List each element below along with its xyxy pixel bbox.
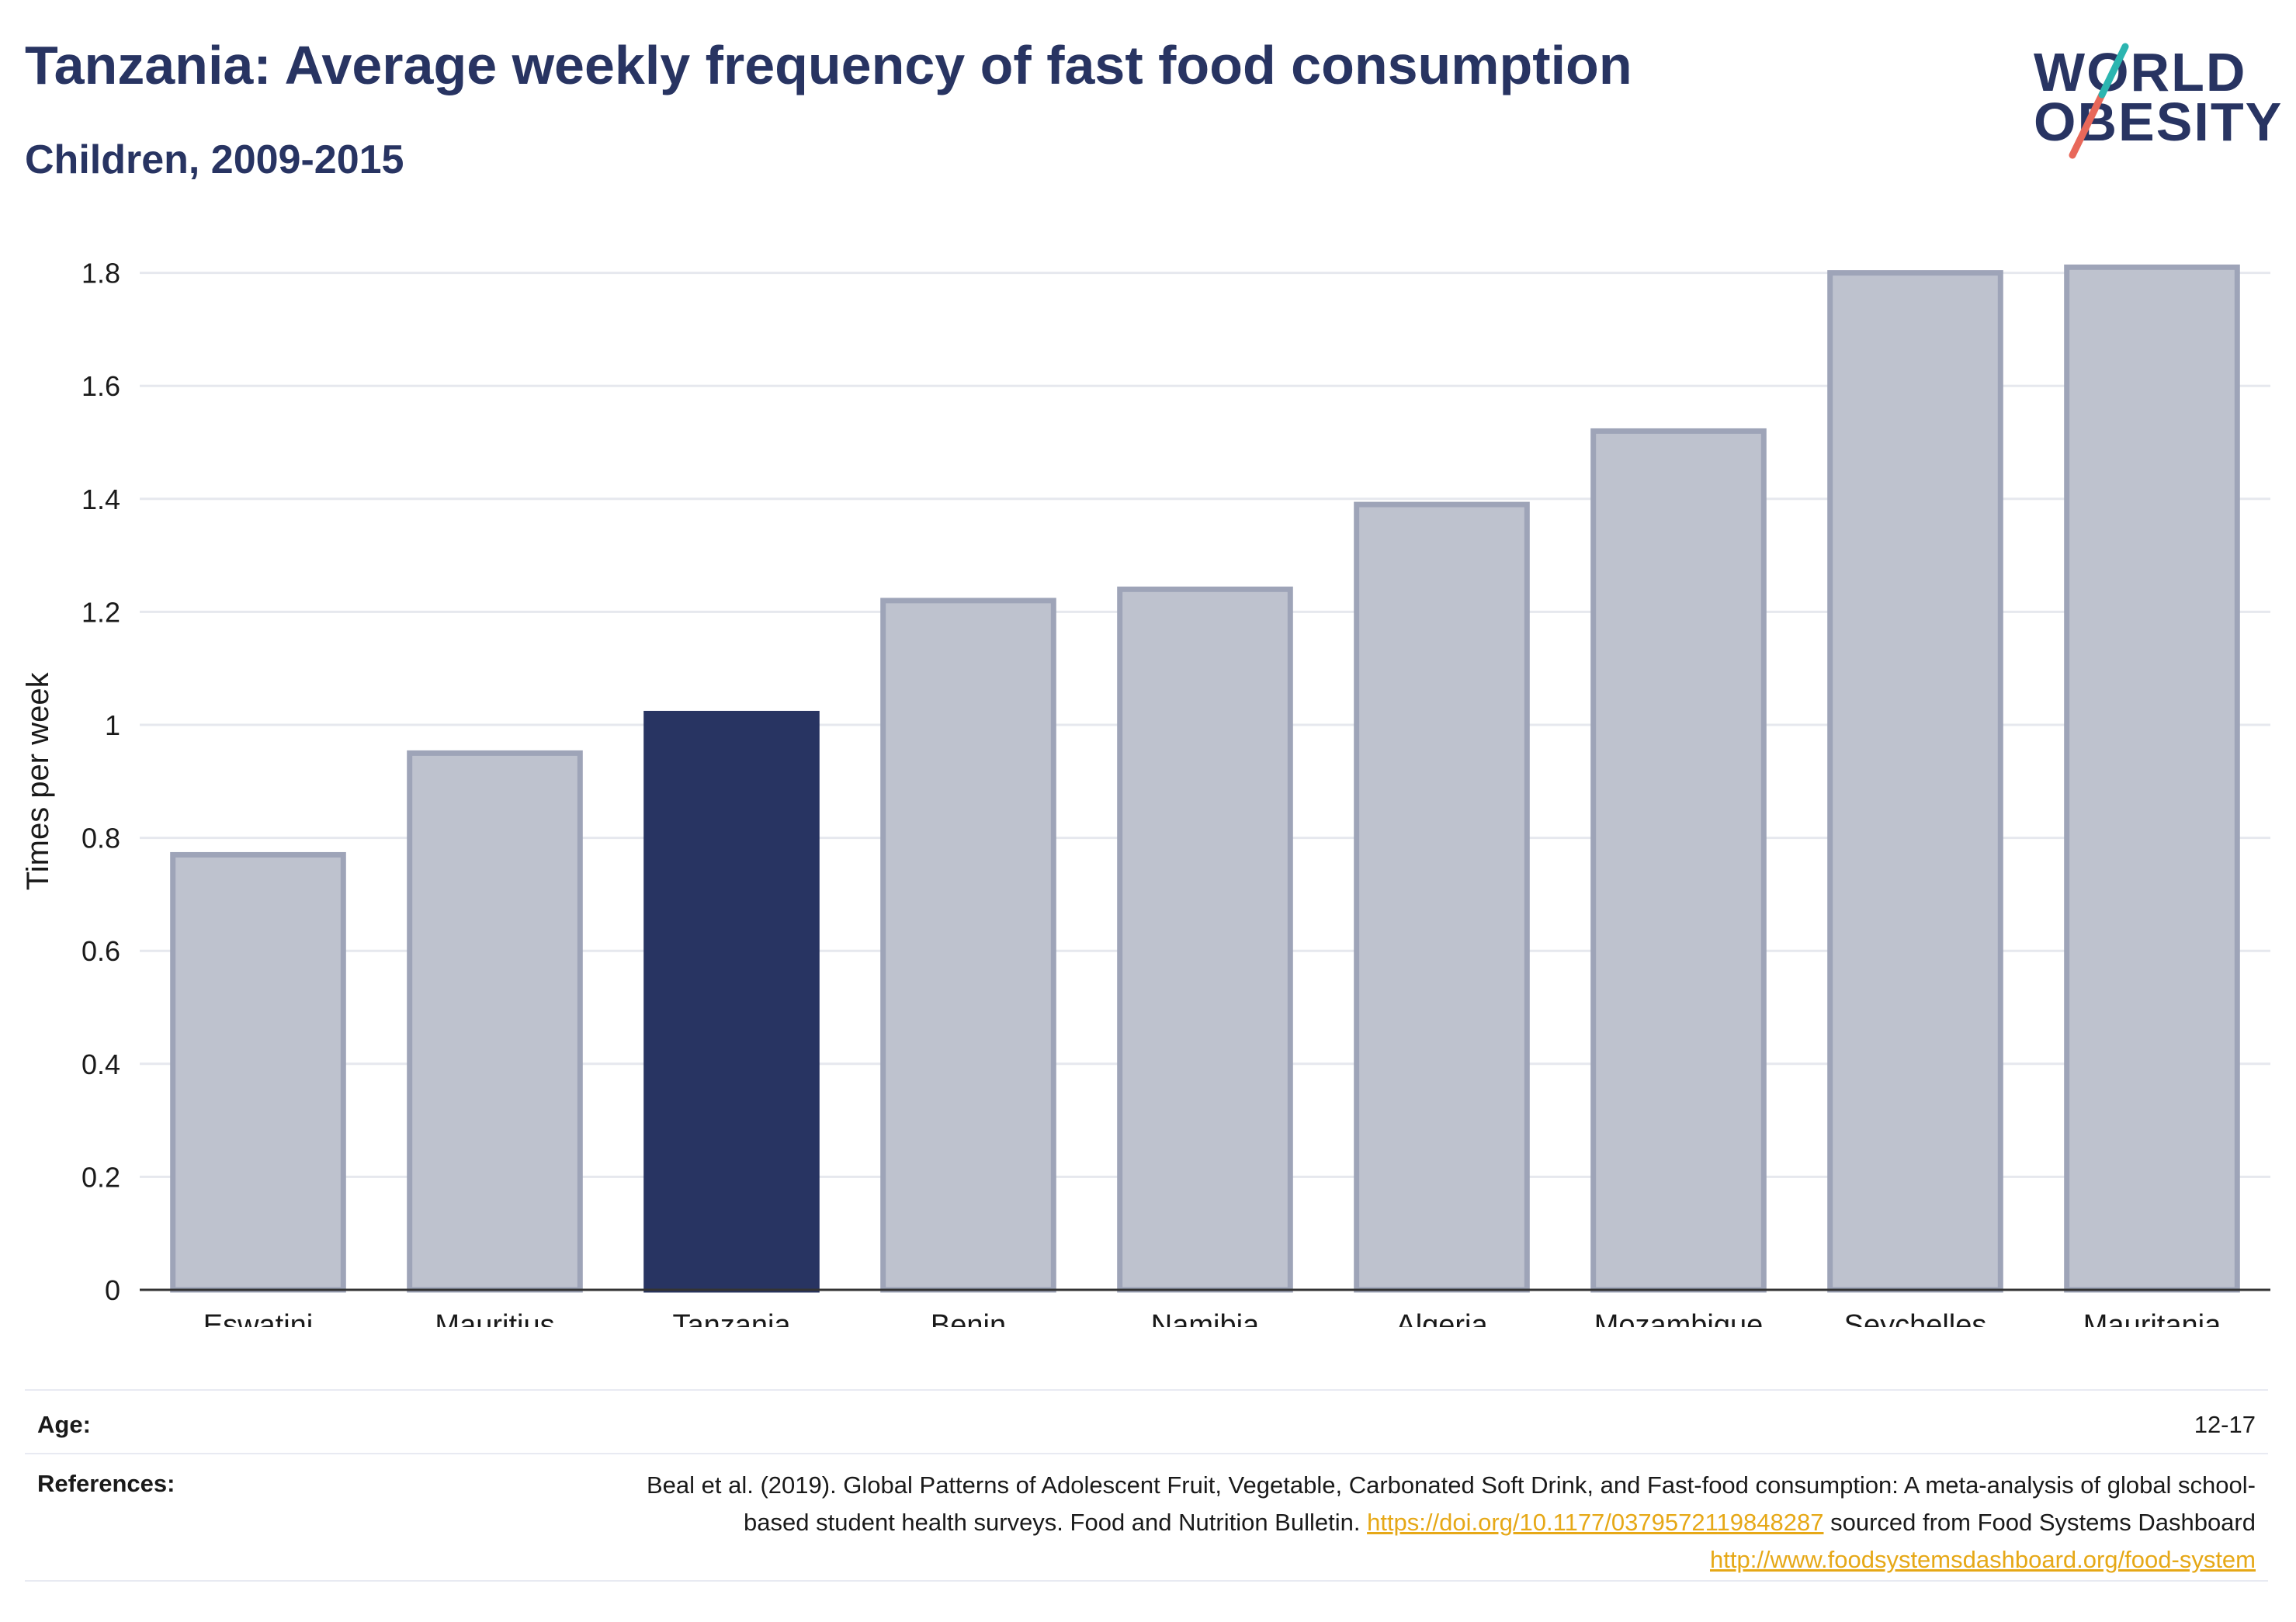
y-tick-label: 1.4	[82, 483, 120, 515]
bar-namibia[interactable]	[1117, 586, 1293, 1293]
y-tick-label: 1.6	[82, 370, 120, 402]
age-row: Age: 12-17	[25, 1389, 2268, 1459]
references-text: Beal et al. (2019). Global Patterns of A…	[587, 1467, 2256, 1579]
x-tick-label: Mozambique	[1594, 1309, 1764, 1327]
references-row: References: Beal et al. (2019). Global P…	[25, 1453, 2268, 1585]
x-tick-label: Benin	[931, 1309, 1006, 1327]
references-label: References:	[37, 1470, 175, 1497]
bars	[170, 264, 2240, 1293]
bar-eswatini[interactable]	[170, 851, 346, 1293]
reference-dashboard-link[interactable]: http://www.foodsystemsdashboard.org/food…	[1710, 1546, 2256, 1573]
y-axis-label: Times per week	[21, 671, 55, 890]
x-tick-label: Eswatini	[203, 1309, 314, 1327]
divider	[25, 1580, 2268, 1582]
y-tick-label: 0.8	[82, 823, 120, 854]
bar-mauritania[interactable]	[2064, 264, 2240, 1293]
bar-algeria[interactable]	[1354, 501, 1530, 1293]
x-tick-label: Algeria	[1396, 1309, 1488, 1327]
y-tick-labels: 0 0.2 0.4 0.6 0.8 1 1.2 1.4 1.6 1.8	[82, 258, 120, 1306]
bar-seychelles[interactable]	[1827, 270, 2003, 1293]
reference-text-sourced: sourced from Food Systems Dashboard	[1823, 1509, 2256, 1536]
reference-text: Beal et al. (2019). Global Patterns of A…	[646, 1471, 2256, 1536]
y-tick-label: 1.2	[82, 596, 120, 628]
world-obesity-logo: WORLD OBESITY	[2034, 23, 2282, 163]
y-tick-label: 0.2	[82, 1161, 120, 1193]
divider	[25, 1453, 2268, 1454]
bar-chart: 0 0.2 0.4 0.6 0.8 1 1.2 1.4 1.6 1.8 Eswatini Mauri…	[21, 258, 2270, 1327]
divider	[25, 1389, 2268, 1391]
y-tick-label: 0.6	[82, 935, 120, 967]
y-tick-label: 0.4	[82, 1048, 120, 1080]
y-tick-label: 0	[105, 1274, 120, 1306]
logo-slash-icon	[2069, 43, 2129, 159]
x-tick-labels: Eswatini Mauritius Tanzania Benin Namibia Alg…	[203, 1309, 2221, 1327]
reference-doi-link[interactable]: https://doi.org/10.1177/0379572119848287	[1367, 1509, 1824, 1536]
chart-title: Tanzania: Average weekly frequency of fa…	[25, 35, 1632, 95]
y-tick-label: 1.8	[82, 258, 120, 289]
x-tick-label: Namibia	[1151, 1309, 1260, 1327]
logo-text-world: WORLD	[2034, 42, 2247, 102]
age-value: 12-17	[2194, 1411, 2256, 1438]
x-tick-label: Mauritius	[435, 1309, 554, 1327]
chart-subtitle: Children, 2009-2015	[25, 137, 404, 182]
bar-tanzania[interactable]	[643, 710, 820, 1293]
x-tick-label: Tanzania	[672, 1309, 791, 1327]
age-label: Age:	[37, 1411, 91, 1438]
bar-mozambique[interactable]	[1590, 428, 1767, 1293]
bar-mauritius[interactable]	[407, 750, 583, 1293]
bar-benin[interactable]	[880, 598, 1056, 1293]
x-tick-label: Mauritania	[2083, 1309, 2221, 1327]
logo-text-obesity: OBESITY	[2034, 92, 2284, 152]
x-tick-label: Seychelles	[1844, 1309, 1987, 1327]
y-tick-label: 1	[105, 709, 120, 741]
